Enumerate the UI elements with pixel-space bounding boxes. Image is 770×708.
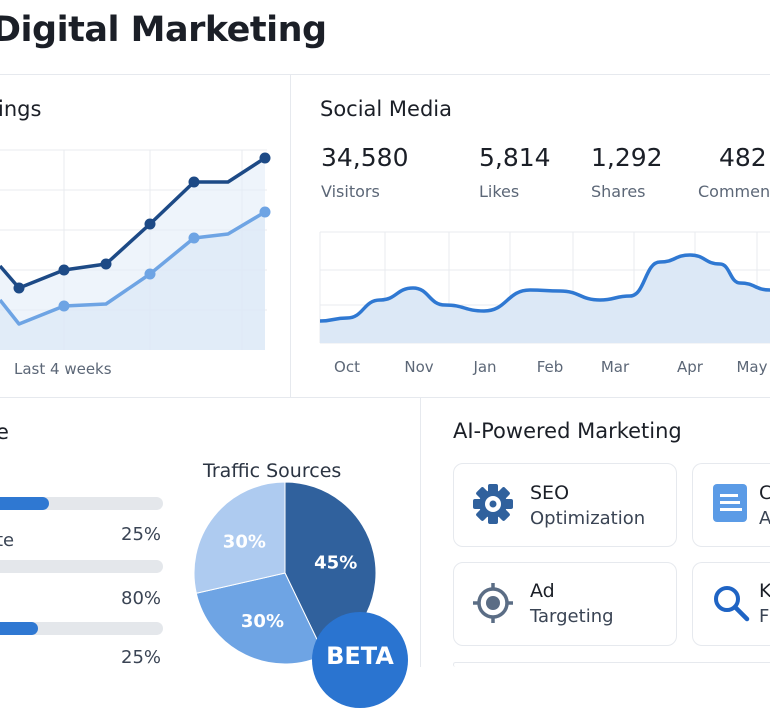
progress-bar [0,497,163,510]
x-tick-label: Feb [537,358,564,376]
card-title: SEO [530,482,570,504]
card-ad-targeting[interactable]: Ad Targeting [453,562,677,646]
x-tick-label: Oct [334,358,360,376]
data-point [259,152,271,164]
progress-value: 25% [121,647,162,668]
progress-value: 80% [121,588,162,609]
traffic-title: Traffic Sources [203,460,342,482]
data-point [144,268,156,280]
traffic-pie-chart: 45% 30% 30% [193,481,377,665]
x-tick-label: May [736,358,767,376]
pie-label: 30% [223,532,266,553]
progress-fill [0,497,49,510]
stat-label: Shares [591,182,646,201]
series-line [0,210,266,326]
document-icon [713,484,747,522]
data-point [144,218,156,230]
x-tick-label: Mar [601,358,630,376]
performance-title: e [0,420,9,444]
progress-value: 25% [121,524,162,545]
card-title: C [759,482,770,504]
series-line [0,156,266,290]
stat-value: 34,580 [321,143,409,172]
stat-label: Commen [698,182,770,201]
stat-value: 482 [719,143,767,172]
stat-value: 1,292 [591,143,663,172]
x-tick-label: Apr [677,358,704,376]
beta-badge: BETA [312,612,408,708]
data-point [58,300,70,312]
page-title: Digital Marketing [0,10,327,50]
card-seo[interactable]: SEO Optimization [453,463,677,547]
card-keywords[interactable]: K F [692,562,770,646]
pie-slice [193,481,286,594]
progress-fill [0,622,39,635]
divider [420,397,421,667]
card-title: Ad [530,580,555,602]
card-subtitle: Targeting [530,606,614,627]
pie-label: 45% [314,552,357,573]
rankings-chart [0,149,271,350]
card-subtitle: A [759,508,770,529]
gear-icon [473,484,513,524]
rankings-title: ings [0,97,42,121]
divider [0,397,770,398]
data-point [188,232,200,244]
social-title: Social Media [320,97,453,121]
progress-label: te [0,530,15,551]
area-fill [320,255,770,343]
beta-label: BETA [326,642,394,670]
rankings-footer: Last 4 weeks [14,360,112,378]
card[interactable] [453,662,770,667]
search-icon [714,586,750,622]
data-point [259,206,271,218]
data-point [188,176,200,188]
progress-bar [0,560,163,573]
data-point [58,264,70,276]
card-subtitle: F [759,606,770,627]
divider [0,74,770,75]
series-line [319,253,770,323]
pie-label: 30% [241,611,284,632]
data-point [100,258,112,270]
card-title: K [759,580,770,602]
stat-value: 5,814 [479,143,551,172]
target-icon [473,583,513,623]
ai-title: AI-Powered Marketing [453,419,682,443]
x-tick-label: Jan [472,358,496,376]
area-fill [0,212,265,350]
social-chart: Oct Nov Jan Feb Mar Apr May [319,231,770,376]
pie-slice [195,572,326,665]
progress-bar [0,622,163,635]
divider [290,74,291,397]
card-content[interactable]: C A [692,463,770,547]
stat-label: Visitors [321,182,380,201]
stat-label: Likes [479,182,520,201]
x-tick-label: Nov [404,358,433,376]
data-point [13,282,25,294]
card-subtitle: Optimization [530,508,646,529]
